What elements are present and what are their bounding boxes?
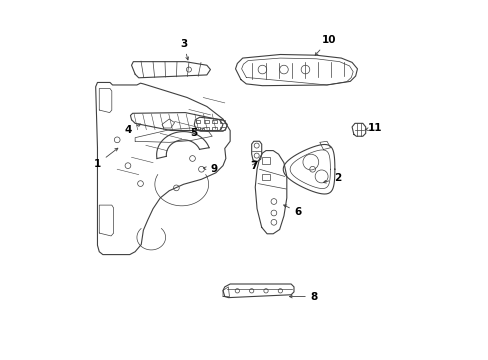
Text: 5: 5 <box>190 128 203 138</box>
Text: 4: 4 <box>124 124 141 135</box>
Bar <box>212 120 216 123</box>
Bar <box>220 127 224 130</box>
Bar <box>203 120 208 123</box>
Text: 8: 8 <box>289 292 317 302</box>
Bar <box>212 127 216 130</box>
Bar <box>203 127 208 130</box>
Bar <box>261 174 269 180</box>
Text: 11: 11 <box>365 123 382 133</box>
Text: 7: 7 <box>249 161 257 171</box>
Text: 10: 10 <box>314 35 335 55</box>
Bar <box>195 120 200 123</box>
Bar <box>195 127 200 130</box>
Text: 3: 3 <box>180 39 188 60</box>
Text: 2: 2 <box>323 173 341 183</box>
Text: 6: 6 <box>283 205 301 217</box>
Bar <box>261 157 269 164</box>
Text: 1: 1 <box>94 148 118 169</box>
Text: 9: 9 <box>203 164 217 174</box>
Bar <box>220 120 224 123</box>
